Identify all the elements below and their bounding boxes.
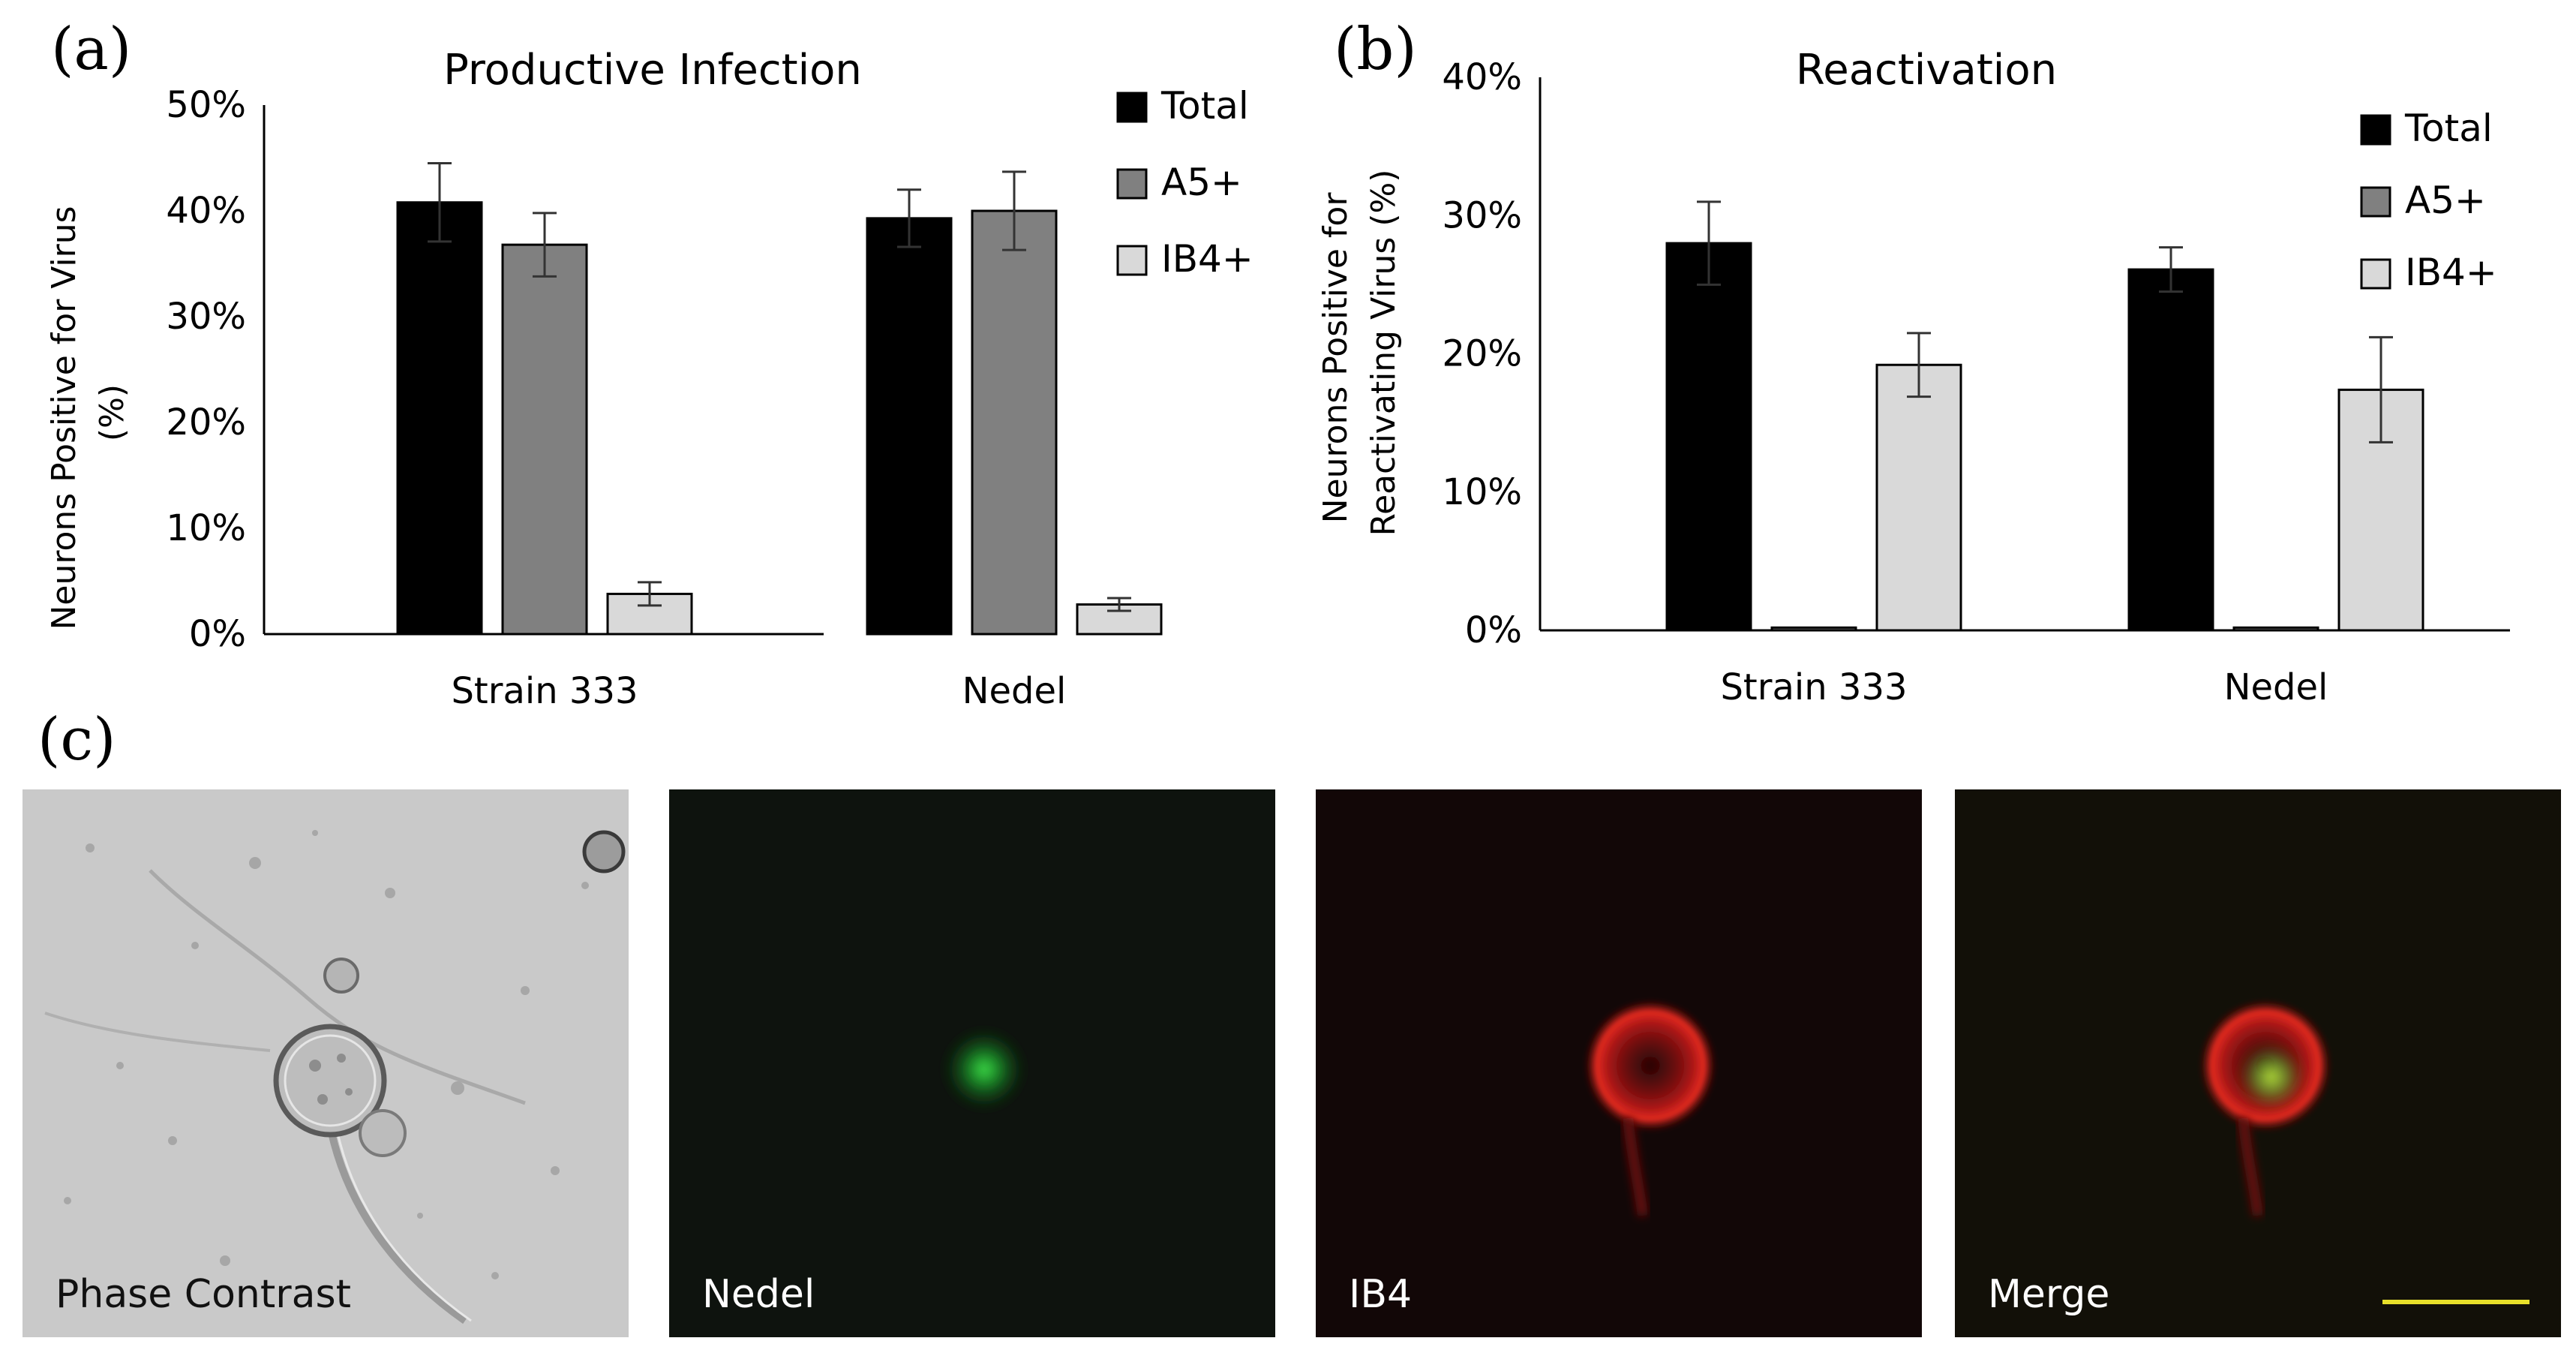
bar-a5: [2232, 626, 2319, 632]
legend-label: A5+: [2405, 179, 2486, 222]
bar-total: [396, 201, 483, 636]
legend-swatch: [1116, 92, 1148, 123]
y-tick-label: 10%: [1442, 471, 1522, 513]
micrograph-phase-contrast: Phase Contrast: [23, 789, 629, 1337]
x-tick-label: Nedel: [2224, 666, 2328, 708]
legend-label: Total: [2404, 107, 2493, 150]
bar-ib4: [1875, 363, 1962, 632]
panel-label-b: (b): [1334, 16, 1417, 83]
chart-productive-infection: Productive Infection Neurons Positive fo…: [45, 46, 1253, 712]
micrograph-ib4: IB4: [1316, 789, 1922, 1337]
y-tick-label: 30%: [166, 296, 246, 338]
micrograph-caption: Phase Contrast: [56, 1272, 351, 1317]
scale-bar: [2382, 1300, 2529, 1304]
bar-a5: [971, 209, 1058, 636]
y-axis-label-line-1: Neurons Positive for: [1317, 192, 1355, 524]
micrograph-caption: Merge: [1988, 1272, 2109, 1317]
panel-label-c: (c): [38, 706, 116, 774]
x-tick-label: Nedel: [962, 670, 1067, 712]
legend-label: A5+: [1161, 161, 1242, 204]
x-tick-label: Strain 333: [451, 670, 638, 712]
y-axis-label: Neurons Positive for Virus (%): [45, 195, 131, 630]
chart-reactivation: Reactivation Neurons Positive for Reacti…: [1317, 46, 2510, 708]
bar-ib4: [1076, 603, 1163, 636]
y-axis-label: Neurons Positive for Reactivating Virus …: [1317, 170, 1403, 537]
y-tick-label: 20%: [1442, 333, 1522, 375]
bar-total: [2127, 268, 2214, 632]
legend-swatch: [2360, 186, 2391, 218]
bar-a5: [1770, 626, 1857, 632]
legend-label: Total: [1160, 84, 1249, 128]
micrograph-caption: IB4: [1349, 1272, 1412, 1317]
bar-total: [866, 217, 953, 636]
micrograph-merge: Merge: [1955, 789, 2561, 1337]
y-axis-label-line-1: Neurons Positive for Virus: [45, 206, 83, 630]
y-axis-label-line-2: Reactivating Virus (%): [1365, 170, 1403, 537]
y-tick-label: 50%: [166, 84, 246, 126]
legend-swatch: [1116, 168, 1148, 200]
y-tick-label: 0%: [1465, 609, 1522, 651]
legend-label: IB4+: [1161, 237, 1253, 281]
micrograph-nedel: Nedel: [669, 789, 1275, 1337]
micrograph-caption: Nedel: [702, 1272, 815, 1317]
y-axis-label-line-2: (%): [93, 384, 131, 441]
legend-label: IB4+: [2405, 251, 2497, 294]
bar-a5: [501, 243, 588, 636]
legend-swatch: [2360, 114, 2391, 146]
chart-title: Productive Infection: [443, 46, 862, 95]
y-tick-label: 40%: [1442, 56, 1522, 98]
panel-label-a: (a): [51, 16, 131, 83]
bar-total: [1665, 242, 1752, 632]
y-tick-label: 20%: [166, 401, 246, 443]
chart-title: Reactivation: [1796, 46, 2057, 95]
y-tick-label: 10%: [166, 507, 246, 549]
y-tick-label: 30%: [1442, 194, 1522, 236]
y-tick-label: 40%: [166, 190, 246, 232]
legend-swatch: [2360, 258, 2391, 290]
x-tick-label: Strain 333: [1720, 666, 1907, 708]
y-tick-label: 0%: [189, 613, 246, 655]
legend-swatch: [1116, 245, 1148, 276]
